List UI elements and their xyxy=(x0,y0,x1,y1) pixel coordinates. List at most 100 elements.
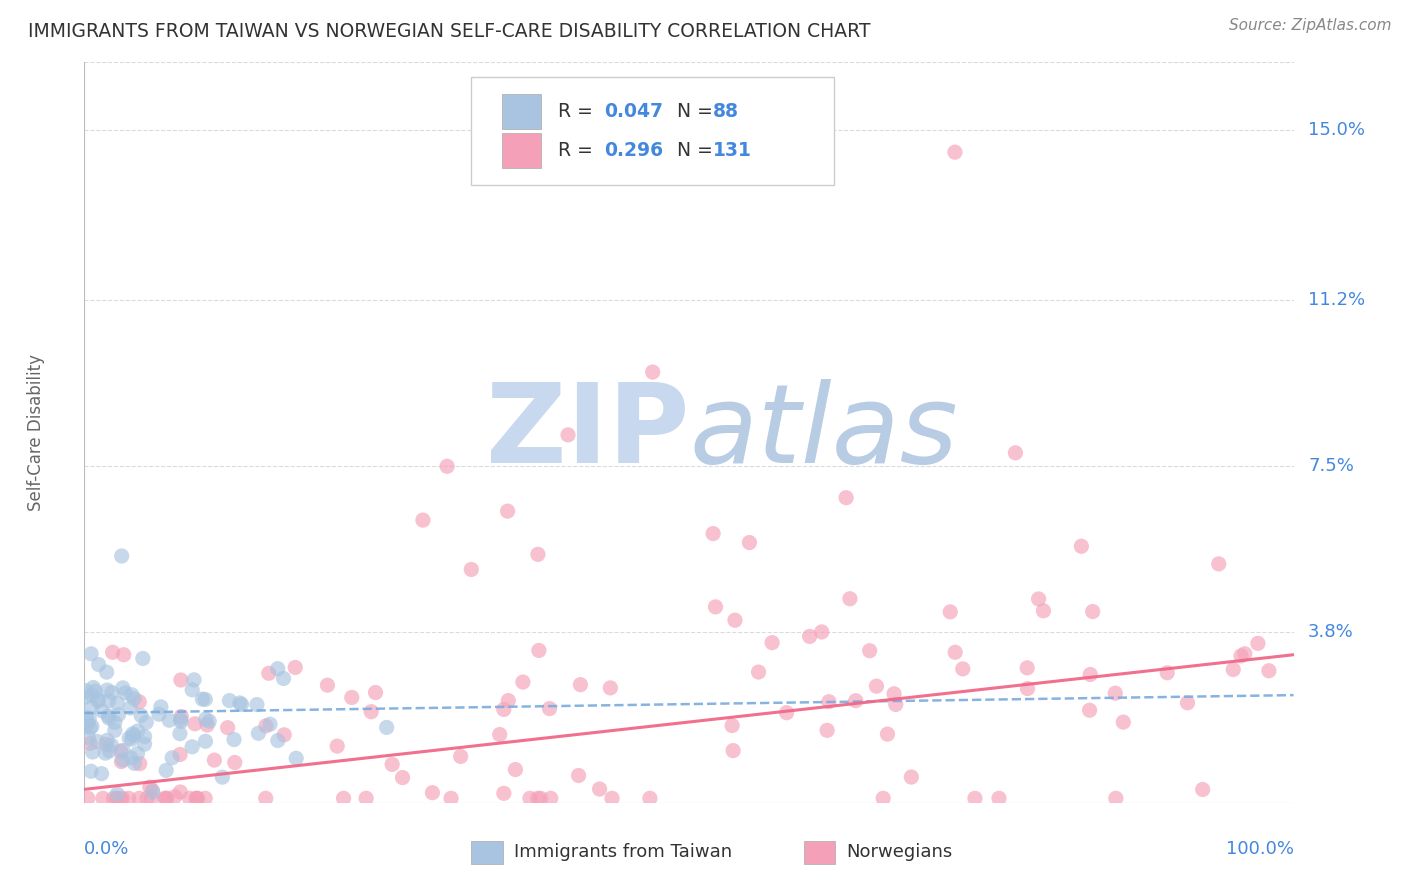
Text: atlas: atlas xyxy=(689,379,957,486)
Point xyxy=(153,791,176,805)
Point xyxy=(195,718,218,732)
Point xyxy=(97,711,120,725)
Point xyxy=(110,744,132,758)
Point xyxy=(75,690,97,704)
Point xyxy=(1112,715,1135,730)
Point xyxy=(141,783,163,797)
Point xyxy=(149,699,172,714)
Point xyxy=(111,791,134,805)
Point xyxy=(876,727,898,741)
Point xyxy=(155,791,177,805)
Point xyxy=(247,726,270,740)
Point xyxy=(128,756,150,771)
Point xyxy=(284,660,307,674)
Text: 131: 131 xyxy=(713,141,752,160)
Point xyxy=(943,145,966,160)
Point xyxy=(1105,791,1128,805)
Point xyxy=(76,791,98,805)
Point xyxy=(436,459,458,474)
Point xyxy=(157,713,180,727)
Point xyxy=(191,692,214,706)
Point xyxy=(267,662,290,676)
Text: IMMIGRANTS FROM TAIWAN VS NORWEGIAN SELF-CARE DISABILITY CORRELATION CHART: IMMIGRANTS FROM TAIWAN VS NORWEGIAN SELF… xyxy=(28,22,870,41)
Point xyxy=(505,763,527,777)
Point xyxy=(110,755,132,769)
Point xyxy=(112,743,135,757)
Point xyxy=(375,720,398,734)
Point xyxy=(1028,591,1050,606)
Point xyxy=(181,739,204,754)
Point xyxy=(567,768,589,782)
Point xyxy=(963,791,986,805)
Point xyxy=(122,728,145,742)
Point xyxy=(75,710,97,724)
Point xyxy=(82,745,104,759)
Text: 15.0%: 15.0% xyxy=(1308,120,1365,139)
Point xyxy=(98,744,121,758)
Point xyxy=(80,719,103,733)
Point xyxy=(90,766,112,780)
Point xyxy=(87,694,110,708)
Point xyxy=(600,791,623,805)
Point xyxy=(1230,648,1253,663)
Point xyxy=(90,704,112,718)
Point xyxy=(332,791,354,805)
Point xyxy=(114,686,136,700)
Point xyxy=(118,731,141,746)
Point xyxy=(1257,664,1279,678)
Point xyxy=(818,695,841,709)
Point xyxy=(845,694,868,708)
Point xyxy=(111,753,134,767)
Point xyxy=(101,685,124,699)
Text: 3.8%: 3.8% xyxy=(1308,624,1354,641)
Text: 0.047: 0.047 xyxy=(605,102,664,120)
Point xyxy=(111,549,134,563)
Point xyxy=(1078,703,1101,717)
Point xyxy=(118,791,141,805)
Point xyxy=(75,683,97,698)
Point xyxy=(702,526,724,541)
Point xyxy=(186,791,208,805)
Point xyxy=(124,691,146,706)
Text: Immigrants from Taiwan: Immigrants from Taiwan xyxy=(513,844,731,862)
Point xyxy=(80,700,103,714)
Point xyxy=(87,693,110,707)
Point xyxy=(488,727,510,741)
Point xyxy=(599,681,621,695)
Text: ZIP: ZIP xyxy=(485,379,689,486)
Point xyxy=(132,651,155,665)
Point xyxy=(142,785,165,799)
Text: 100.0%: 100.0% xyxy=(1226,840,1294,858)
Point xyxy=(316,678,339,692)
Point xyxy=(120,701,142,715)
Text: N =: N = xyxy=(671,141,718,160)
Point xyxy=(169,727,191,741)
Point xyxy=(111,681,134,695)
Point xyxy=(97,709,120,723)
Point xyxy=(127,747,149,761)
Point xyxy=(440,791,463,805)
Point xyxy=(1222,663,1244,677)
Point xyxy=(530,791,553,805)
Text: Self-Care Disability: Self-Care Disability xyxy=(27,354,45,511)
Point xyxy=(257,666,280,681)
Point xyxy=(638,791,661,805)
Point xyxy=(135,715,157,730)
Point xyxy=(170,709,193,723)
Point xyxy=(134,730,156,744)
Point xyxy=(155,764,177,778)
Point xyxy=(80,688,103,702)
Point xyxy=(77,731,100,745)
Point xyxy=(101,645,124,659)
Point xyxy=(340,690,363,705)
Point xyxy=(170,673,193,687)
Point xyxy=(835,491,858,505)
Point xyxy=(1208,557,1230,571)
Text: R =: R = xyxy=(558,102,599,120)
Point xyxy=(285,751,308,765)
Point xyxy=(96,665,118,679)
Point xyxy=(381,757,404,772)
Point xyxy=(391,771,413,785)
Point xyxy=(865,679,887,693)
Point xyxy=(163,789,186,804)
